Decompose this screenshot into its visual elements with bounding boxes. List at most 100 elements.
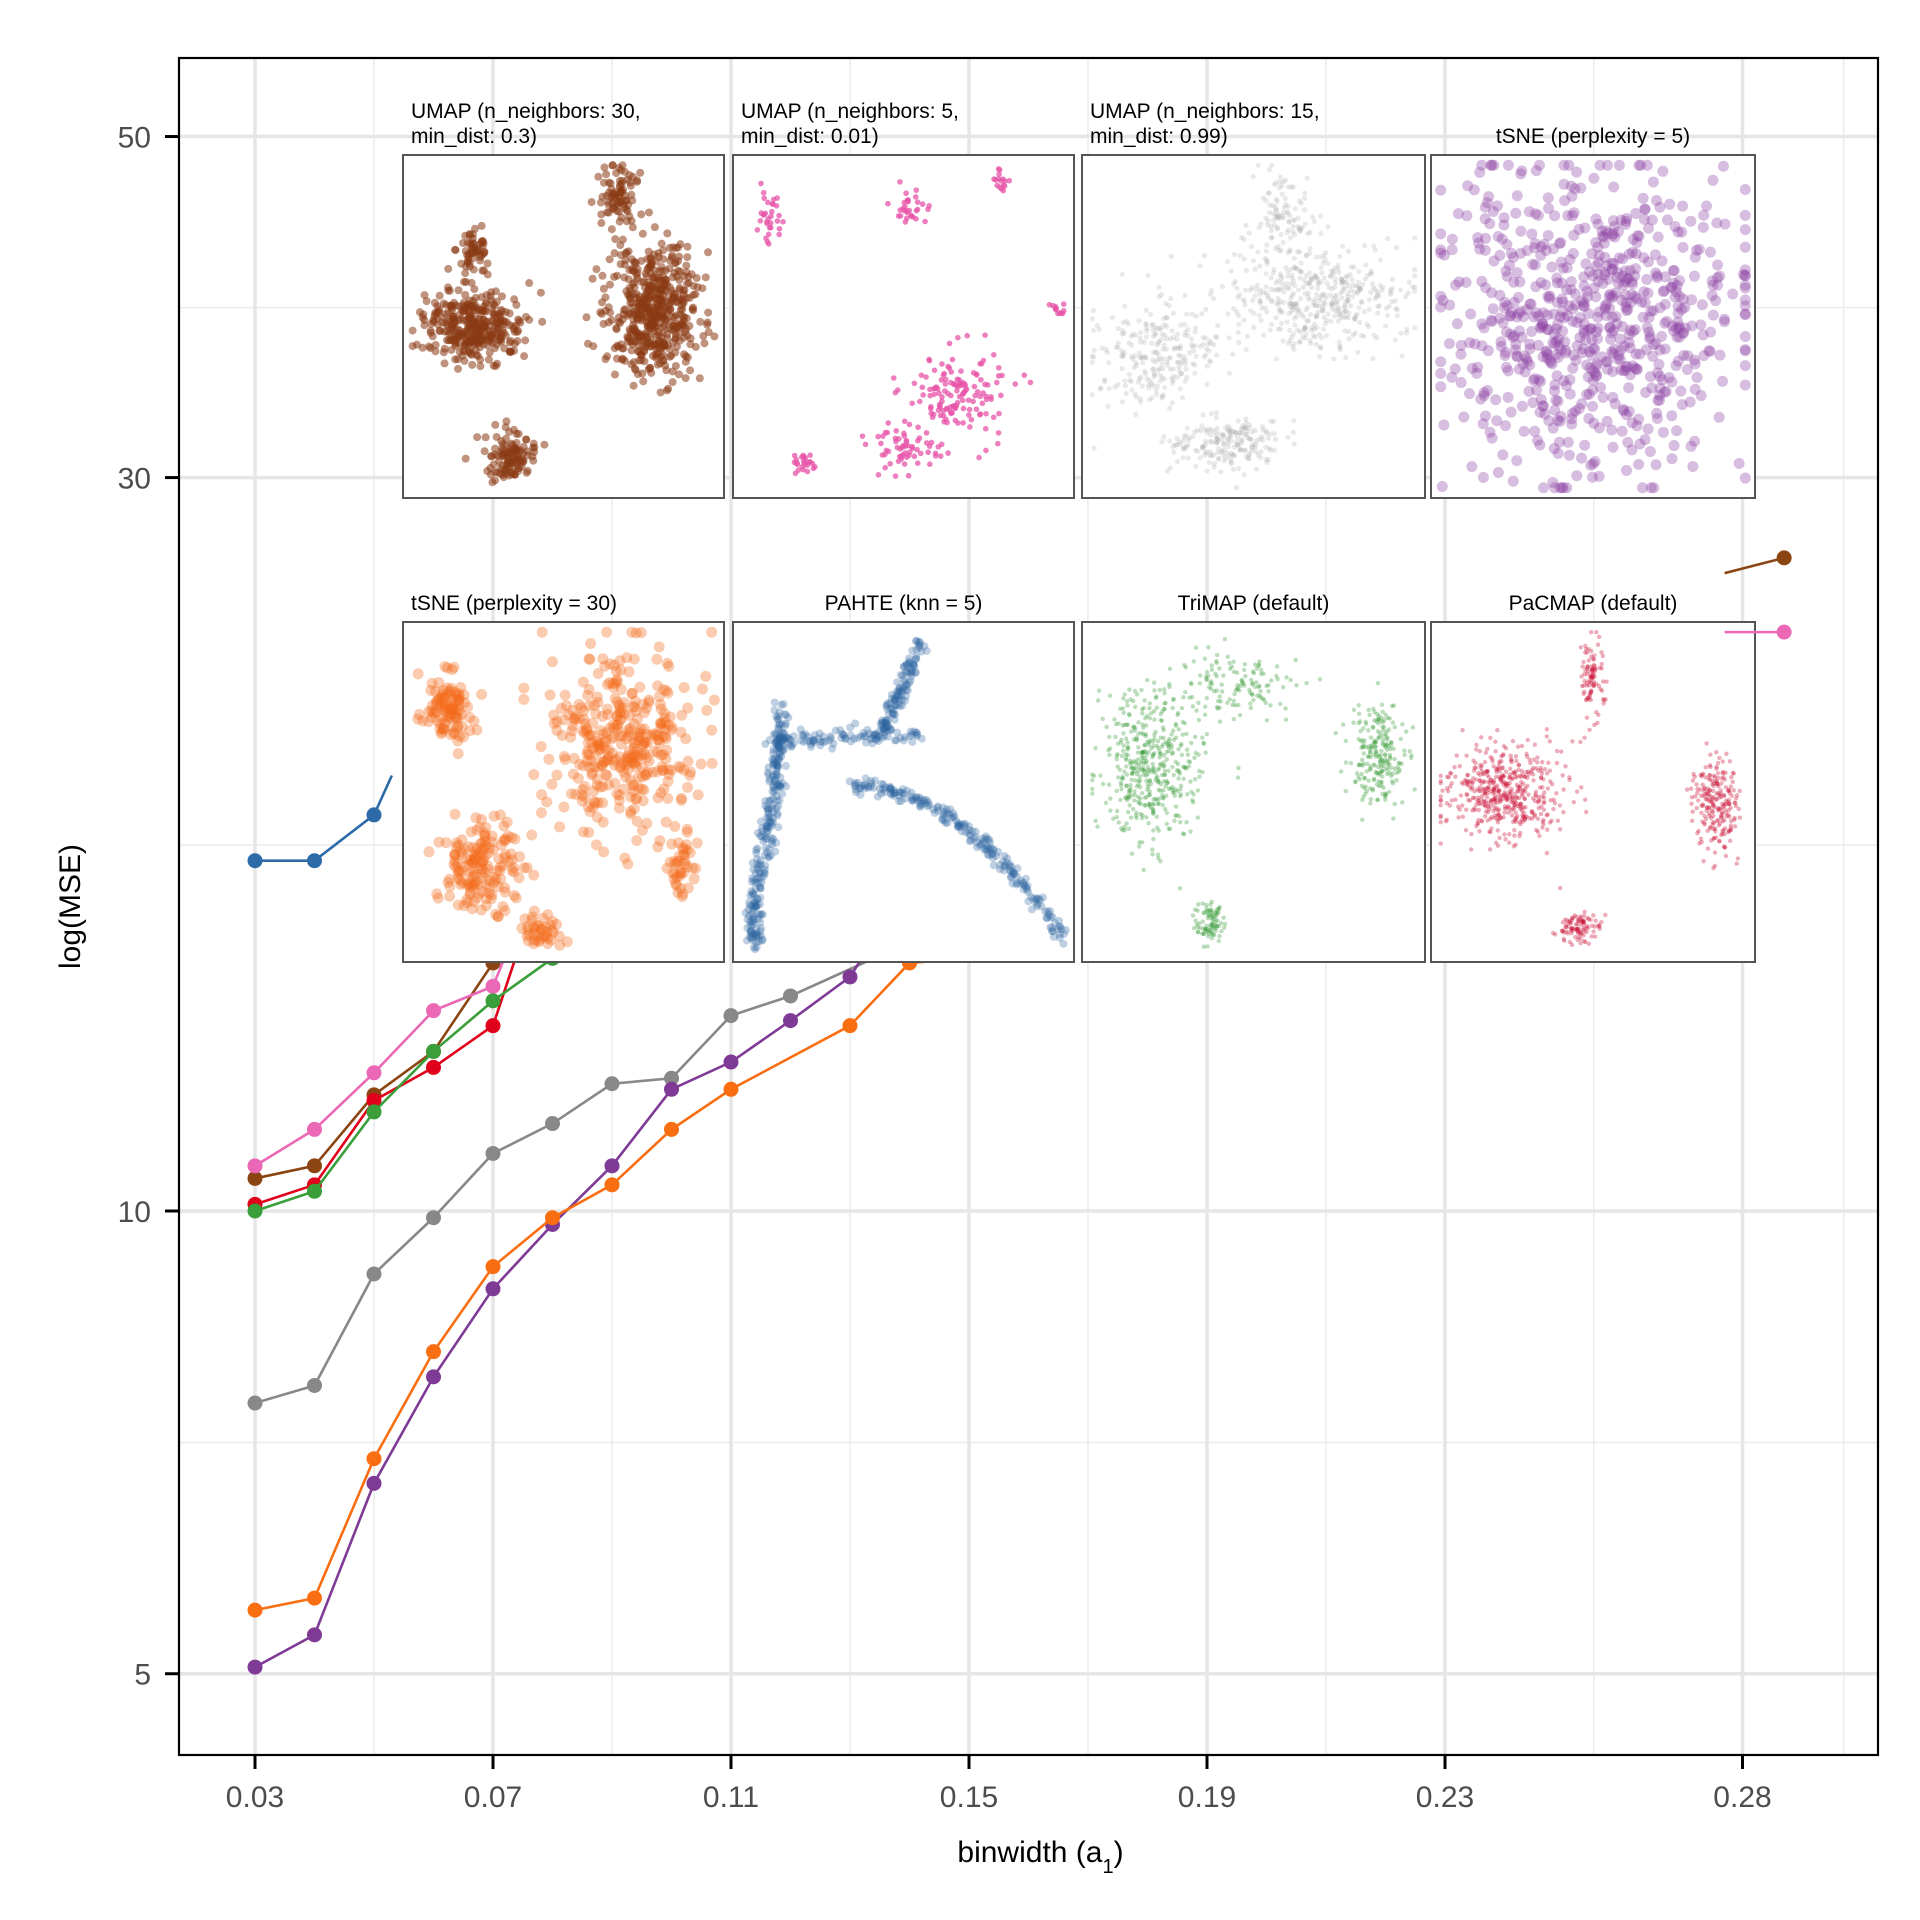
- inset-point: [658, 684, 670, 696]
- data-point: [485, 1145, 501, 1161]
- inset-point: [681, 374, 690, 383]
- inset-point: [1167, 354, 1174, 361]
- inset-point: [1293, 300, 1299, 307]
- inset-point: [1479, 244, 1491, 256]
- inset-point: [1141, 867, 1146, 873]
- inset-point: [768, 213, 774, 220]
- inset-point: [1622, 436, 1634, 448]
- inset-point: [608, 161, 617, 170]
- inset-point: [978, 839, 987, 848]
- inset-point: [1055, 922, 1064, 931]
- inset-point: [1318, 345, 1324, 351]
- inset-point: [502, 465, 511, 474]
- inset-point: [1189, 740, 1194, 746]
- series-line: [254, 926, 519, 1167]
- embedding-inset: UMAP (n_neighbors: 30,min_dist: 0.3): [402, 100, 725, 499]
- inset-point: [763, 235, 769, 242]
- data-point: [307, 1121, 322, 1137]
- inset-point: [751, 902, 760, 911]
- inset-point: [1332, 284, 1338, 290]
- inset-point: [926, 357, 933, 364]
- inset-point: [1291, 264, 1297, 270]
- inset-point: [1173, 813, 1178, 818]
- inset-point: [1639, 203, 1651, 215]
- inset-point: [1259, 305, 1265, 311]
- inset-point: [757, 936, 766, 945]
- inset-point: [1318, 264, 1324, 270]
- inset-point: [663, 280, 672, 289]
- inset-point: [1356, 285, 1363, 291]
- inset-point: [492, 432, 501, 441]
- inset-point: [426, 344, 435, 353]
- inset-point: [983, 447, 989, 454]
- inset-point: [679, 298, 688, 307]
- inset-point: [1368, 289, 1374, 295]
- inset-point: [470, 285, 479, 294]
- inset-point: [663, 229, 672, 238]
- inset-point: [704, 308, 713, 317]
- inset-point: [1488, 255, 1500, 267]
- inset-point: [461, 247, 470, 256]
- data-point: [307, 1158, 322, 1174]
- inset-point: [1546, 358, 1558, 370]
- inset-point: [1739, 330, 1751, 342]
- inset-point: [696, 683, 708, 695]
- inset-point: [701, 273, 710, 282]
- inset-point: [481, 433, 490, 442]
- inset-point: [1507, 475, 1519, 487]
- inset-point: [1350, 332, 1356, 338]
- inset-point: [1190, 800, 1196, 805]
- inset-point: [1388, 289, 1394, 296]
- inset-point: [1312, 334, 1318, 340]
- inset-point: [1646, 382, 1658, 394]
- inset-point: [1345, 293, 1351, 300]
- inset-point: [1136, 720, 1141, 725]
- inset-point: [681, 823, 693, 835]
- inset-point: [1202, 452, 1208, 458]
- inset-point: [1274, 226, 1280, 232]
- inset-point: [1278, 280, 1285, 286]
- inset-point: [1377, 257, 1384, 263]
- inset-point: [918, 372, 925, 378]
- inset-point: [491, 444, 500, 453]
- inset-point: [765, 231, 772, 238]
- data-point: [664, 1081, 679, 1097]
- inset-point: [1273, 280, 1279, 286]
- inset-point: [1315, 285, 1321, 292]
- inset-point: [1122, 303, 1128, 309]
- inset-point: [878, 440, 884, 447]
- inset-point: [1638, 252, 1650, 264]
- inset-point: [1266, 190, 1272, 196]
- inset-point: [938, 377, 945, 383]
- inset-point: [616, 197, 625, 206]
- inset-point: [536, 288, 545, 297]
- inset-point: [887, 461, 893, 467]
- inset-point: [1136, 778, 1141, 784]
- inset-point: [653, 360, 662, 369]
- inset-points: [1089, 162, 1418, 491]
- inset-point: [1590, 370, 1602, 382]
- inset-point: [882, 719, 891, 728]
- inset-point: [1564, 388, 1576, 400]
- inset-point: [599, 178, 608, 187]
- inset-points: [408, 161, 719, 487]
- inset-point: [1486, 432, 1498, 444]
- inset-point: [1120, 774, 1125, 780]
- inset-point: [1282, 195, 1288, 202]
- data-point: [307, 853, 322, 869]
- inset-title: UMAP (n_neighbors: 5,: [741, 100, 959, 123]
- inset-point: [1150, 847, 1155, 852]
- inset-point: [1291, 347, 1297, 353]
- inset-point: [554, 821, 566, 833]
- inset-point: [1148, 311, 1154, 318]
- inset-point: [988, 850, 997, 859]
- inset-point: [1387, 287, 1394, 293]
- inset-title: UMAP (n_neighbors: 15,: [1090, 100, 1320, 123]
- inset-point: [1159, 361, 1165, 367]
- inset-point: [1297, 339, 1303, 345]
- inset-point: [1186, 350, 1193, 356]
- inset-point: [1270, 270, 1276, 276]
- inset-point: [700, 670, 712, 682]
- inset-point: [647, 261, 656, 270]
- inset-point: [909, 400, 915, 407]
